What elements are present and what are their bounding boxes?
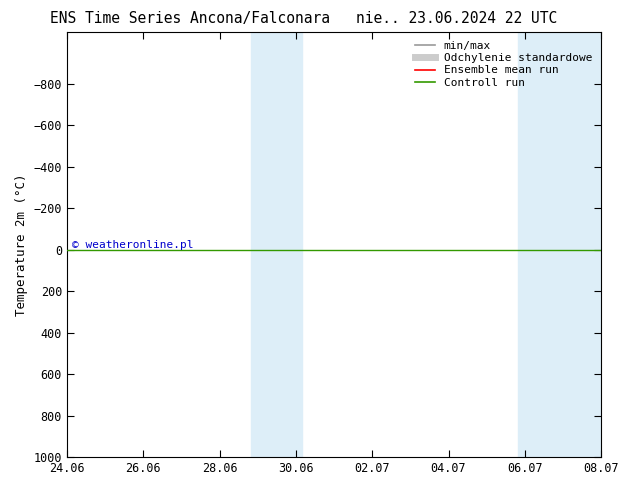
Bar bbox=[251, 32, 277, 457]
Bar bbox=[544, 32, 601, 457]
Text: ENS Time Series Ancona/Falconara: ENS Time Series Ancona/Falconara bbox=[50, 11, 330, 26]
Bar bbox=[277, 32, 302, 457]
Text: © weatheronline.pl: © weatheronline.pl bbox=[72, 240, 194, 250]
Y-axis label: Temperature 2m (°C): Temperature 2m (°C) bbox=[15, 173, 28, 316]
Legend: min/max, Odchylenie standardowe, Ensemble mean run, Controll run: min/max, Odchylenie standardowe, Ensembl… bbox=[411, 38, 595, 91]
Text: nie.. 23.06.2024 22 UTC: nie.. 23.06.2024 22 UTC bbox=[356, 11, 557, 26]
Bar bbox=[519, 32, 544, 457]
